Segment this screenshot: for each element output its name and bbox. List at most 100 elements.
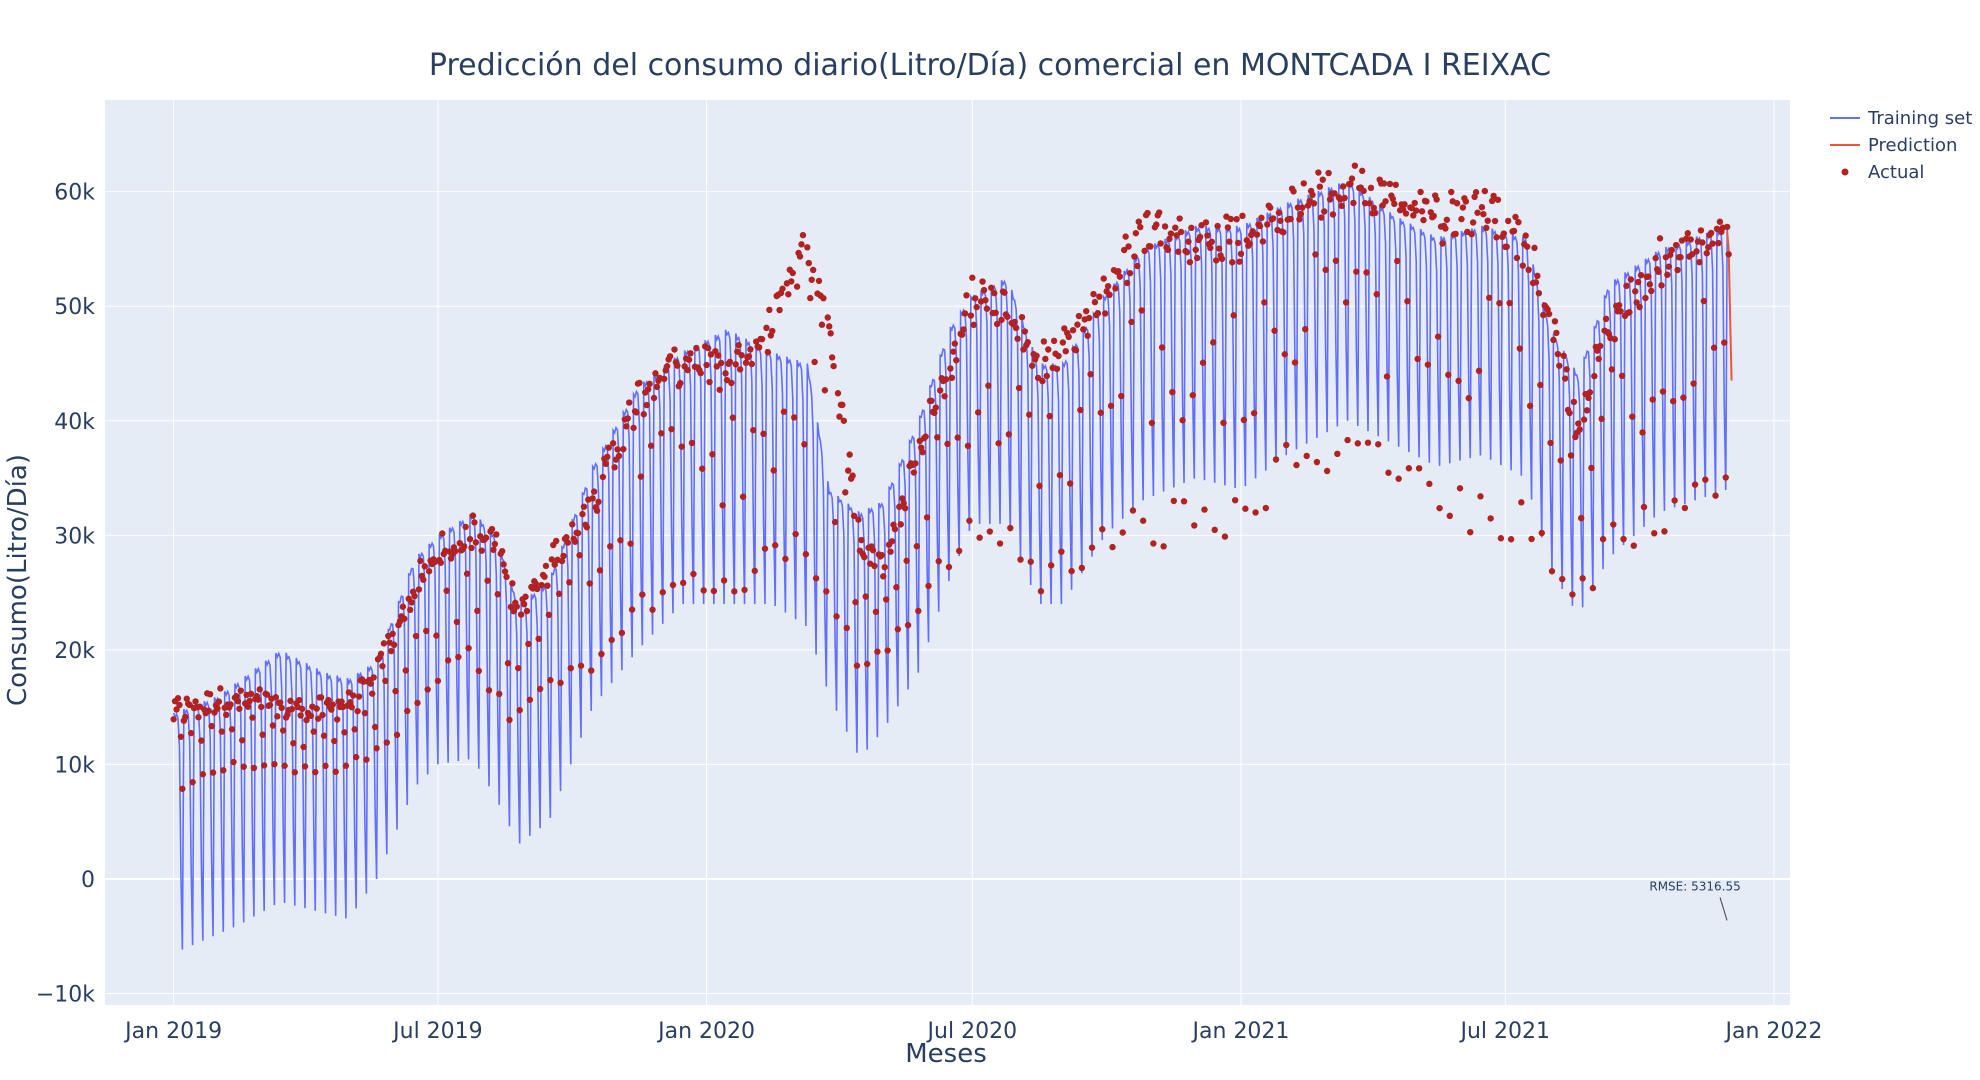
actual-point — [931, 409, 938, 417]
actual-point — [1559, 575, 1566, 583]
actual-point — [569, 521, 576, 528]
actual-point — [352, 753, 360, 761]
actual-point — [331, 737, 338, 745]
actual-point — [790, 414, 798, 421]
x-tick-label: Jan 2019 — [123, 1019, 222, 1044]
actual-point — [972, 295, 979, 302]
series-line-training-set — [172, 181, 1729, 950]
actual-point — [277, 699, 284, 706]
legend[interactable]: Training set Prediction Actual — [1830, 108, 1972, 183]
actual-point — [884, 647, 891, 654]
actual-point — [639, 591, 646, 598]
x-tick-label: Jan 2020 — [656, 1019, 755, 1044]
actual-point — [278, 704, 285, 712]
actual-point — [685, 356, 693, 363]
actual-point — [739, 493, 747, 500]
x-tick-label: Jul 2021 — [1459, 1019, 1551, 1044]
actual-point — [615, 452, 623, 460]
actual-point — [722, 370, 729, 377]
actual-point — [1633, 299, 1640, 306]
actual-point — [710, 587, 718, 595]
actual-point — [976, 534, 983, 541]
actual-point — [789, 269, 796, 277]
actual-point — [347, 698, 354, 706]
actual-point — [1446, 512, 1453, 520]
actual-point — [980, 286, 988, 294]
actual-point — [452, 547, 459, 555]
actual-point — [1341, 194, 1348, 202]
actual-point — [1175, 248, 1182, 255]
actual-point — [1116, 273, 1124, 280]
actual-point — [1664, 271, 1671, 278]
actual-point — [392, 687, 399, 695]
actual-point — [1024, 339, 1032, 346]
actual-point — [228, 726, 236, 733]
actual-point — [846, 451, 853, 458]
actual-point — [1059, 339, 1067, 346]
actual-point — [798, 241, 805, 248]
actual-point — [1021, 328, 1029, 335]
x-tick-labels: Jan 2019 Jul 2019 Jan 2020 Jul 2020 Jan 2021… — [123, 1019, 1822, 1044]
actual-point — [760, 430, 767, 438]
actual-point — [504, 660, 512, 667]
actual-point — [1640, 503, 1648, 511]
actual-point — [1649, 396, 1656, 403]
actual-point — [1665, 263, 1673, 270]
actual-point — [1221, 533, 1229, 540]
actual-point — [425, 568, 433, 575]
actual-point — [799, 231, 807, 239]
x-tick-label: Jan 2022 — [1723, 1019, 1822, 1044]
actual-point — [1560, 352, 1567, 359]
actual-point — [1027, 558, 1034, 565]
actual-point — [738, 351, 745, 359]
actual-point — [1402, 210, 1410, 217]
actual-point — [510, 608, 518, 615]
actual-point — [1724, 223, 1731, 231]
actual-point — [1367, 184, 1375, 192]
actual-point — [1047, 562, 1055, 569]
actual-point — [1090, 290, 1097, 298]
actual-point — [307, 712, 315, 720]
actual-point — [1196, 233, 1204, 241]
actual-point — [1459, 204, 1467, 211]
actual-point — [350, 692, 357, 699]
actual-point — [1507, 536, 1515, 543]
actual-point — [1716, 218, 1724, 225]
actual-point — [1504, 217, 1512, 225]
actual-point — [736, 366, 744, 373]
actual-point — [420, 576, 427, 583]
actual-point — [1545, 310, 1553, 318]
actual-point — [1414, 355, 1421, 363]
actual-point — [300, 743, 307, 751]
actual-point — [1272, 456, 1280, 463]
actual-point — [1715, 239, 1722, 247]
actual-point — [341, 729, 348, 736]
actual-point — [1058, 548, 1065, 555]
annotation-layer: RMSE: 5316.55 — [1649, 879, 1741, 921]
actual-point — [557, 679, 564, 687]
actual-point — [220, 767, 227, 774]
actual-point — [1481, 187, 1489, 195]
actual-point — [523, 607, 531, 615]
series-line-prediction — [1726, 231, 1733, 381]
actual-point — [1287, 215, 1294, 223]
legend-item-actual[interactable]: Actual — [1841, 162, 1925, 183]
actual-point — [1401, 201, 1408, 208]
actual-point — [625, 399, 633, 406]
y-tick-label: −10k — [36, 983, 95, 1008]
actual-point — [1576, 426, 1583, 433]
actual-point — [1068, 567, 1075, 575]
plot-area — [105, 100, 1790, 1005]
legend-item-training-set[interactable]: Training set — [1830, 108, 1972, 129]
actual-point — [1383, 373, 1391, 380]
actual-point — [776, 306, 783, 314]
actual-point — [1589, 584, 1597, 592]
actual-point — [1458, 215, 1465, 223]
actual-point — [1084, 332, 1091, 339]
legend-label: Prediction — [1868, 135, 1957, 156]
actual-point — [1710, 344, 1718, 351]
legend-item-prediction[interactable]: Prediction — [1830, 135, 1957, 156]
actual-point — [973, 303, 980, 311]
actual-point — [1467, 529, 1474, 536]
x-tick-label: Jul 2019 — [391, 1019, 483, 1044]
